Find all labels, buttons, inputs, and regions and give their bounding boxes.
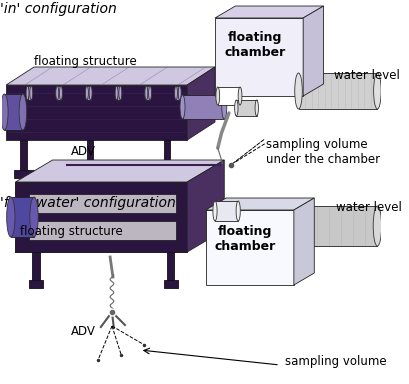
Text: 'free water' configuration: 'free water' configuration (0, 196, 175, 210)
Polygon shape (29, 280, 43, 288)
Polygon shape (182, 95, 224, 119)
Text: floating structure: floating structure (34, 55, 137, 68)
Ellipse shape (180, 95, 185, 119)
Ellipse shape (59, 86, 63, 100)
Polygon shape (16, 160, 224, 182)
Polygon shape (206, 210, 294, 285)
Polygon shape (164, 280, 178, 288)
Ellipse shape (235, 100, 238, 116)
Ellipse shape (175, 86, 178, 100)
Polygon shape (6, 85, 187, 140)
Ellipse shape (7, 197, 15, 237)
Ellipse shape (56, 86, 58, 100)
Text: floating
chamber: floating chamber (224, 31, 285, 59)
Polygon shape (187, 67, 215, 140)
Polygon shape (87, 140, 93, 175)
Polygon shape (16, 182, 187, 190)
Text: ADV: ADV (71, 325, 96, 338)
Text: water level: water level (336, 201, 402, 214)
Text: ADV: ADV (71, 145, 96, 158)
Polygon shape (6, 67, 215, 85)
Polygon shape (146, 86, 150, 100)
Ellipse shape (26, 86, 29, 100)
Ellipse shape (148, 86, 151, 100)
Ellipse shape (30, 86, 33, 100)
Polygon shape (206, 198, 314, 210)
Polygon shape (16, 182, 29, 252)
Text: floating
chamber: floating chamber (215, 225, 276, 253)
Polygon shape (234, 206, 378, 246)
Ellipse shape (178, 86, 181, 100)
Ellipse shape (119, 86, 122, 100)
Polygon shape (164, 140, 171, 175)
Polygon shape (57, 86, 61, 100)
Text: floating structure: floating structure (20, 225, 123, 238)
Polygon shape (13, 170, 169, 178)
Polygon shape (16, 182, 187, 252)
Polygon shape (117, 86, 120, 100)
Ellipse shape (255, 100, 258, 116)
Polygon shape (215, 18, 303, 96)
Polygon shape (303, 6, 324, 96)
Polygon shape (11, 197, 34, 237)
Polygon shape (299, 73, 378, 109)
Text: sampling volume
under the chamber: sampling volume under the chamber (266, 138, 380, 166)
Polygon shape (218, 87, 240, 105)
Ellipse shape (85, 86, 88, 100)
Polygon shape (167, 252, 174, 284)
Ellipse shape (216, 87, 220, 105)
Polygon shape (294, 198, 314, 285)
Ellipse shape (19, 94, 27, 130)
Ellipse shape (0, 94, 8, 130)
Ellipse shape (295, 73, 302, 109)
Ellipse shape (229, 206, 238, 246)
Polygon shape (87, 86, 91, 100)
Ellipse shape (89, 86, 92, 100)
Ellipse shape (238, 87, 242, 105)
Polygon shape (176, 182, 187, 252)
Polygon shape (215, 201, 238, 221)
Polygon shape (32, 252, 40, 284)
Polygon shape (16, 240, 187, 252)
Ellipse shape (30, 197, 38, 237)
Text: 'in' configuration: 'in' configuration (0, 2, 117, 16)
Polygon shape (16, 182, 187, 194)
Ellipse shape (145, 86, 148, 100)
Polygon shape (187, 160, 224, 252)
Polygon shape (176, 86, 180, 100)
Text: water level: water level (334, 69, 400, 82)
Ellipse shape (115, 86, 118, 100)
Polygon shape (20, 140, 27, 175)
Ellipse shape (374, 73, 381, 109)
Ellipse shape (236, 201, 240, 221)
Text: sampling volume: sampling volume (285, 356, 386, 369)
Ellipse shape (213, 201, 217, 221)
Polygon shape (236, 100, 257, 116)
Polygon shape (16, 213, 187, 221)
Ellipse shape (373, 206, 382, 246)
Polygon shape (16, 244, 187, 252)
Ellipse shape (222, 95, 227, 119)
Polygon shape (27, 86, 31, 100)
Polygon shape (215, 6, 324, 18)
Polygon shape (4, 94, 23, 130)
